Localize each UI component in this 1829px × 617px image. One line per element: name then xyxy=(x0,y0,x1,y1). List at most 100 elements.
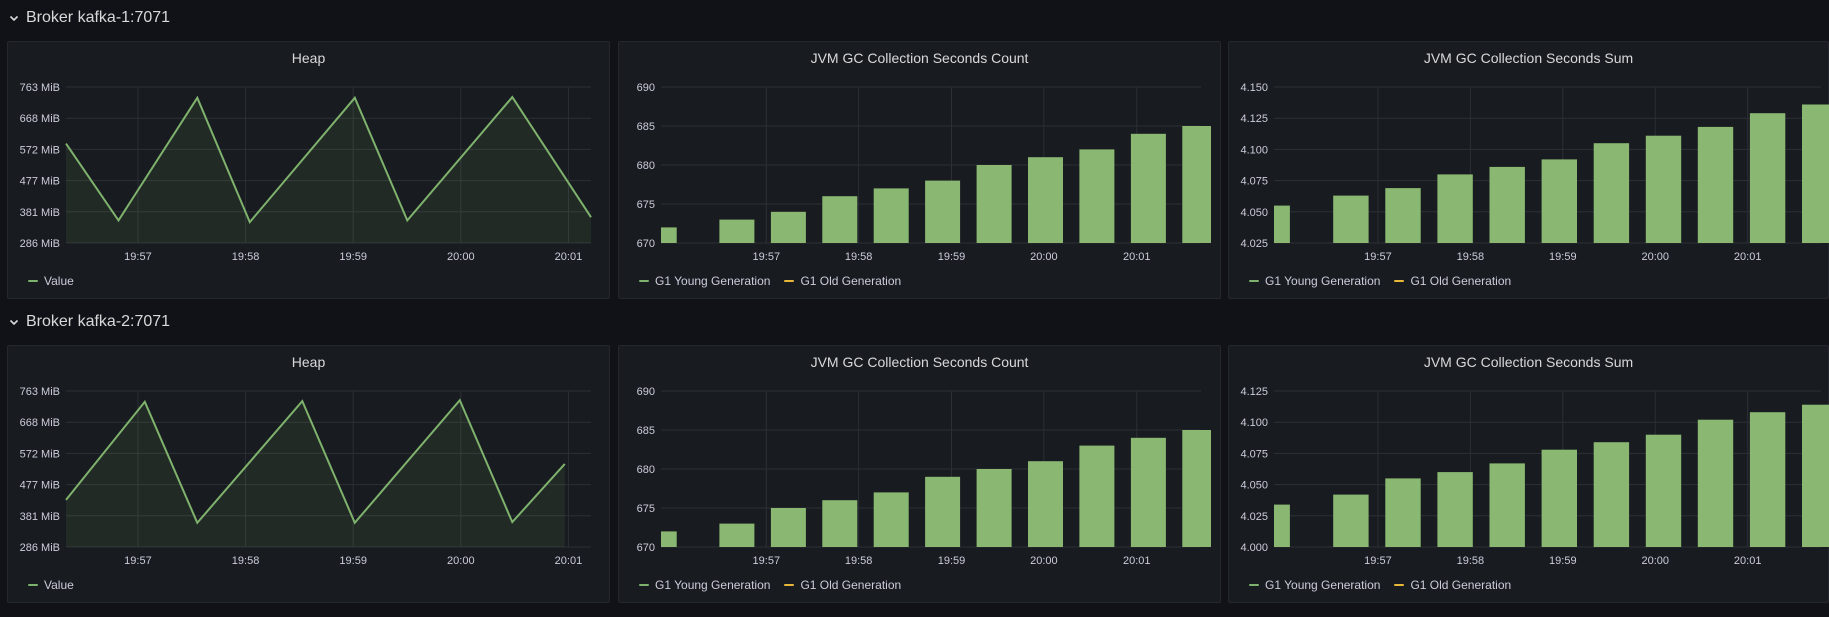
bar xyxy=(822,196,858,243)
y-tick-label: 690 xyxy=(637,82,655,94)
heap-panel[interactable]: Heap 286 MiB 381 MiB 477 MiB 572 MiB 668 MiB… xyxy=(7,41,610,299)
x-tick-label: 19:57 xyxy=(124,251,152,263)
x-tick-label: 19:59 xyxy=(1549,251,1577,263)
x-tick-label: 19:58 xyxy=(845,555,873,567)
legend-item-young[interactable]: G1 Young Generation xyxy=(639,274,770,288)
heap-panel[interactable]: Heap 286 MiB 381 MiB 477 MiB 572 MiB 668 MiB… xyxy=(7,345,610,603)
panel-title: JVM GC Collection Seconds Count xyxy=(810,354,1029,370)
bar xyxy=(976,165,1012,243)
y-tick-label: 477 MiB xyxy=(20,176,60,188)
legend: G1 Young Generation G1 Old Generation xyxy=(1249,274,1511,288)
y-tick-label: 286 MiB xyxy=(20,238,60,250)
bar xyxy=(1593,143,1630,243)
y-tick-label: 4.125 xyxy=(1240,386,1268,398)
series-area xyxy=(66,400,565,547)
legend-label: G1 Old Generation xyxy=(800,274,902,288)
legend-item-young[interactable]: G1 Young Generation xyxy=(639,578,770,592)
x-tick-label: 19:58 xyxy=(1457,555,1485,567)
bar xyxy=(1333,195,1369,243)
row-header-kafka-2[interactable]: Broker kafka-2:7071 xyxy=(8,310,170,334)
y-tick-label: 4.000 xyxy=(1240,542,1268,554)
x-tick-label: 20:00 xyxy=(447,251,475,263)
y-tick-label: 675 xyxy=(637,503,655,515)
legend-item-old[interactable]: G1 Old Generation xyxy=(784,274,901,288)
y-tick-label: 477 MiB xyxy=(20,480,60,492)
x-tick-label: 20:01 xyxy=(555,251,583,263)
row-header-kafka-1[interactable]: Broker kafka-1:7071 xyxy=(8,6,170,30)
bar xyxy=(1130,133,1166,243)
y-tick-label: 4.025 xyxy=(1240,511,1268,523)
bar xyxy=(1182,430,1211,547)
y-tick-label: 4.050 xyxy=(1240,480,1268,492)
gc-sum-chart: 4.000 4.025 4.050 4.075 4.100 4.125 19:57 19:58… xyxy=(1240,386,1829,567)
legend-item-value[interactable]: Value xyxy=(28,274,74,288)
legend-item-old[interactable]: G1 Old Generation xyxy=(1394,274,1511,288)
x-tick-label: 19:58 xyxy=(1457,251,1485,263)
x-tick-label: 20:01 xyxy=(1734,251,1762,263)
chevron-down-icon xyxy=(9,319,19,326)
gc-count-panel[interactable]: JVM GC Collection Seconds Count 670 675 68… xyxy=(618,345,1221,603)
bar xyxy=(1130,437,1166,547)
panel-title: JVM GC Collection Seconds Sum xyxy=(1423,354,1634,370)
bar xyxy=(925,180,961,243)
x-tick-label: 20:00 xyxy=(447,555,475,567)
panel-title: Heap xyxy=(291,354,326,370)
x-tick-label: 19:59 xyxy=(938,555,966,567)
bar xyxy=(1079,445,1115,547)
legend-swatch xyxy=(28,280,38,282)
legend-swatch xyxy=(639,280,649,282)
y-tick-label: 4.150 xyxy=(1240,82,1268,94)
y-tick-label: 381 MiB xyxy=(20,207,60,219)
y-tick-label: 680 xyxy=(637,464,655,476)
y-tick-label: 4.100 xyxy=(1240,144,1268,156)
legend-item-old[interactable]: G1 Old Generation xyxy=(784,578,901,592)
legend-item-value[interactable]: Value xyxy=(28,578,74,592)
legend-item-young[interactable]: G1 Young Generation xyxy=(1249,274,1380,288)
legend-label: G1 Young Generation xyxy=(655,578,771,592)
legend: Value xyxy=(28,578,74,592)
x-tick-label: 19:57 xyxy=(1364,555,1392,567)
bar xyxy=(822,500,858,547)
y-tick-label: 381 MiB xyxy=(20,511,60,523)
y-tick-label: 4.100 xyxy=(1240,417,1268,429)
gc-count-panel[interactable]: JVM GC Collection Seconds Count 670 675 68… xyxy=(618,41,1221,299)
bar xyxy=(1079,149,1115,243)
bar xyxy=(1749,113,1786,243)
y-tick-label: 668 MiB xyxy=(20,113,60,125)
bar xyxy=(1802,404,1829,547)
heap-chart: 286 MiB 381 MiB 477 MiB 572 MiB 668 MiB 763 M… xyxy=(20,82,592,263)
bar xyxy=(1437,472,1473,547)
x-tick-label: 20:01 xyxy=(555,555,583,567)
y-tick-label: 675 xyxy=(637,199,655,211)
x-tick-label: 19:58 xyxy=(845,251,873,263)
legend-label: G1 Young Generation xyxy=(1265,274,1381,288)
bar xyxy=(1749,412,1786,547)
legend-item-old[interactable]: G1 Old Generation xyxy=(1394,578,1511,592)
x-tick-label: 19:59 xyxy=(339,251,367,263)
bar xyxy=(1385,478,1421,547)
bar xyxy=(1802,104,1829,243)
y-tick-label: 685 xyxy=(637,425,655,437)
gc-sum-panel[interactable]: JVM GC Collection Seconds Sum 4.000 4.025… xyxy=(1228,345,1829,603)
legend-item-young[interactable]: G1 Young Generation xyxy=(1249,578,1380,592)
bar xyxy=(770,211,806,243)
y-tick-label: 286 MiB xyxy=(20,542,60,554)
legend-swatch xyxy=(1394,584,1405,586)
gc-sum-panel[interactable]: JVM GC Collection Seconds Sum 4.025 4.050… xyxy=(1228,41,1829,299)
gc-count-chart: 670 675 680 685 690 19:57 19:58 19:59 20:00 20:01 xyxy=(637,82,1211,263)
y-tick-label: 690 xyxy=(637,386,655,398)
legend-swatch xyxy=(28,584,38,586)
chevron-down-icon xyxy=(9,15,19,22)
legend: G1 Young Generation G1 Old Generation xyxy=(639,578,901,592)
bar xyxy=(1489,166,1525,243)
row-title: Broker kafka-1:7071 xyxy=(26,9,171,26)
bar xyxy=(1333,494,1369,547)
legend: G1 Young Generation G1 Old Generation xyxy=(639,274,901,288)
bar xyxy=(719,219,755,243)
bar xyxy=(1697,126,1734,243)
y-tick-label: 4.125 xyxy=(1240,113,1268,125)
y-tick-label: 4.075 xyxy=(1240,176,1268,188)
legend-label: G1 Young Generation xyxy=(1265,578,1381,592)
legend-swatch xyxy=(1249,584,1259,586)
bar xyxy=(1182,126,1211,243)
